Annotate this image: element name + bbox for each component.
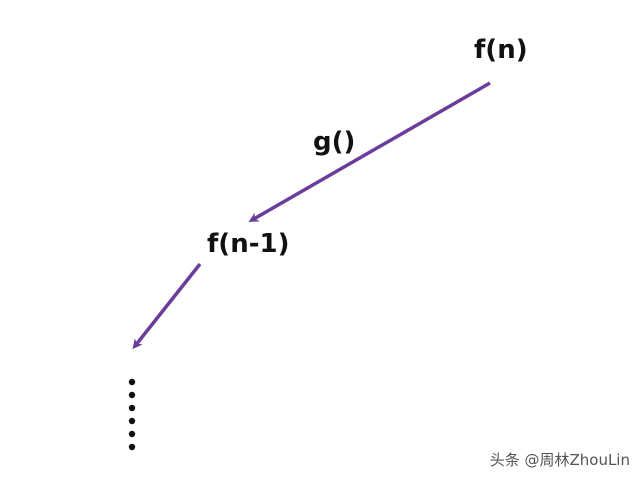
arrow-fn-to-fn1 bbox=[248, 81, 491, 222]
edge-label-g: g() bbox=[313, 127, 356, 157]
watermark-text: 头条 @周林ZhouLin bbox=[489, 451, 630, 469]
ellipsis-dot bbox=[128, 443, 136, 451]
arrow-fn1-to-next bbox=[132, 262, 202, 350]
ellipsis-dot bbox=[128, 404, 136, 412]
node-label-f-n-minus-1: f(n-1) bbox=[207, 229, 290, 259]
ellipsis-dot bbox=[128, 391, 136, 399]
ellipsis-dots bbox=[128, 378, 136, 451]
ellipsis-dot bbox=[128, 378, 136, 386]
ellipsis-dot bbox=[128, 430, 136, 438]
ellipsis-dot bbox=[128, 417, 136, 425]
node-label-f-n: f(n) bbox=[474, 35, 528, 65]
